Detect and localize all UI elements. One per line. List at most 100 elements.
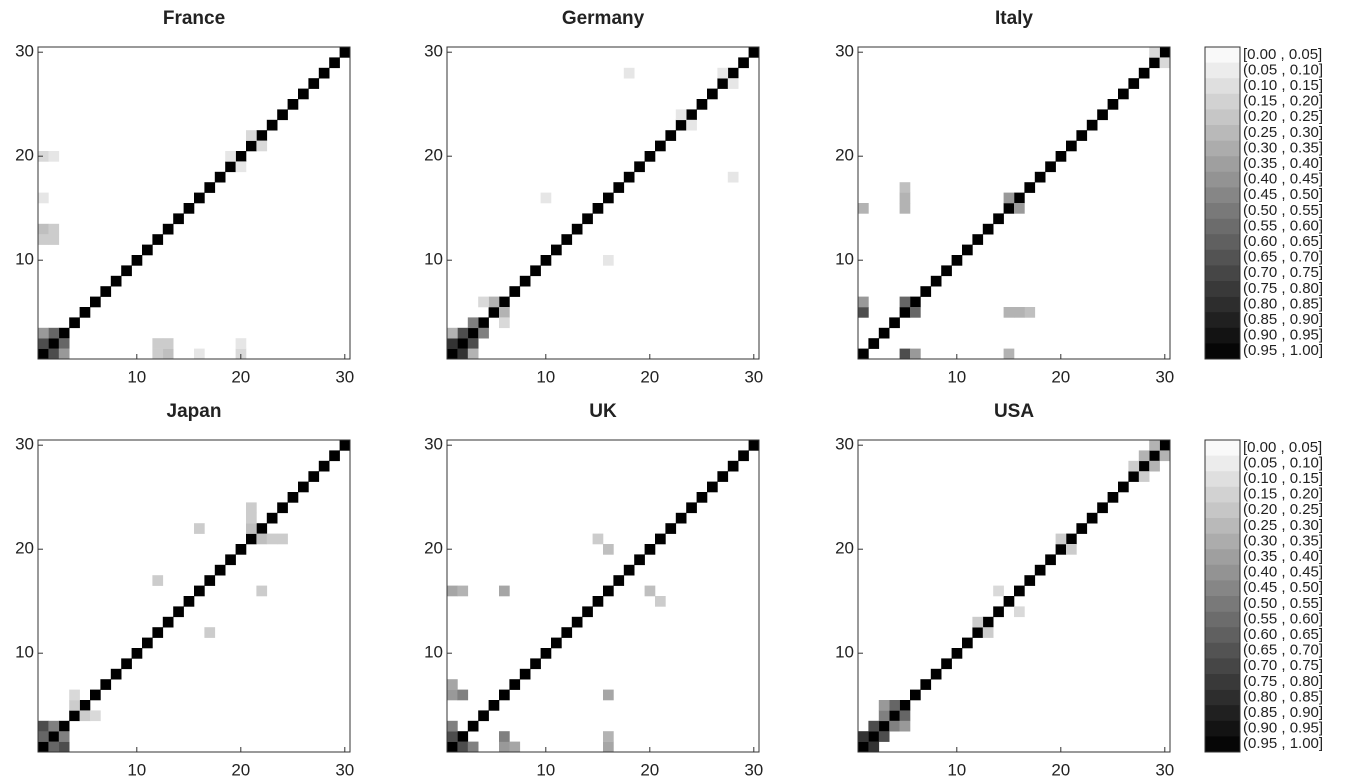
y-tick-label: 30	[424, 435, 443, 454]
cell	[717, 67, 729, 79]
cell	[79, 700, 91, 711]
colorbar-label: [0.00 , 0.05]	[1243, 439, 1322, 456]
cell	[1055, 544, 1067, 555]
colorbar-swatch	[1205, 455, 1240, 472]
colorbar-swatch	[1205, 62, 1240, 79]
cell	[194, 348, 205, 360]
cell	[889, 700, 900, 711]
y-tick-label: 10	[15, 643, 34, 662]
cell	[1149, 460, 1160, 472]
cell	[121, 658, 132, 670]
colorbar-label: (0.25 , 0.30]	[1243, 124, 1323, 141]
y-tick-label: 20	[835, 539, 854, 558]
x-tick-label: 10	[127, 760, 146, 779]
cell	[447, 327, 458, 339]
colorbar-swatch	[1205, 343, 1240, 360]
cell	[162, 348, 174, 360]
chart-title: Italy	[995, 8, 1033, 29]
cell	[727, 171, 739, 183]
x-tick-label: 30	[335, 760, 354, 779]
y-tick-label: 10	[835, 643, 854, 662]
cell	[686, 119, 697, 131]
colorbar-label: (0.15 , 0.20]	[1243, 93, 1323, 110]
cell	[48, 348, 60, 360]
cell	[488, 296, 500, 308]
cell	[858, 348, 869, 360]
cell	[910, 348, 921, 360]
cell	[982, 223, 994, 235]
cell	[69, 689, 80, 701]
cell	[1097, 109, 1108, 121]
cell	[634, 554, 645, 566]
cell	[467, 720, 479, 732]
colorbar-label: (0.70 , 0.75]	[1243, 657, 1323, 674]
cell	[1138, 471, 1150, 482]
colorbar-swatch	[1205, 249, 1240, 266]
chart-title: Japan	[167, 401, 222, 422]
cell	[972, 627, 984, 638]
cell	[1097, 502, 1108, 514]
cell	[131, 648, 143, 659]
cell	[1159, 440, 1171, 451]
colorbar-label: (0.65 , 0.70]	[1243, 249, 1323, 266]
cell	[1128, 78, 1140, 89]
cell	[499, 585, 510, 597]
cell	[298, 88, 309, 100]
cell	[79, 710, 91, 722]
cell	[58, 338, 70, 349]
cell	[235, 338, 247, 349]
cell	[256, 140, 268, 152]
heatmap: 10 20 30 10 20 30 France	[15, 8, 354, 386]
colorbar-label: (0.60 , 0.65]	[1243, 233, 1323, 250]
colorbar-label: (0.55 , 0.60]	[1243, 610, 1323, 627]
cell	[287, 99, 299, 110]
y-tick-label: 10	[424, 250, 443, 269]
colorbar-label: (0.30 , 0.35]	[1243, 532, 1323, 549]
cell	[1014, 606, 1025, 618]
cell	[920, 679, 932, 690]
x-tick-label: 20	[640, 760, 659, 779]
cell	[1149, 47, 1160, 58]
cell	[738, 450, 749, 462]
cell	[457, 338, 469, 349]
cell	[878, 731, 890, 742]
chart-title: Germany	[562, 8, 645, 29]
cell	[235, 544, 247, 555]
cell	[467, 338, 479, 349]
cell	[920, 286, 932, 297]
cell	[79, 307, 91, 318]
cell	[540, 648, 552, 659]
colorbar: [0.00 , 0.05](0.05 , 0.10](0.10 , 0.15](…	[1204, 46, 1323, 360]
cell	[592, 533, 604, 545]
cell	[603, 731, 614, 742]
x-tick-label: 30	[1155, 760, 1174, 779]
cell	[519, 275, 531, 287]
cell	[561, 627, 573, 638]
cell	[868, 741, 880, 753]
cell	[655, 140, 666, 152]
cell	[899, 296, 911, 308]
colorbar-swatch	[1205, 109, 1240, 126]
cell	[499, 741, 510, 753]
x-tick-label: 10	[947, 367, 966, 386]
colorbar-swatch	[1205, 642, 1240, 659]
cell	[509, 741, 521, 753]
cell	[727, 460, 739, 472]
cell	[467, 741, 479, 753]
colorbar-label: (0.80 , 0.85]	[1243, 295, 1323, 312]
colorbar-label: (0.05 , 0.10]	[1243, 61, 1323, 78]
cell	[58, 731, 70, 742]
cell	[540, 192, 552, 204]
colorbar-swatch	[1205, 627, 1240, 644]
cell	[748, 440, 760, 451]
cell	[561, 234, 573, 245]
cell	[90, 710, 101, 722]
colorbar-swatch	[1205, 518, 1240, 534]
cell	[930, 275, 942, 287]
colorbar-swatch	[1205, 218, 1240, 235]
cell	[467, 348, 479, 360]
cell	[889, 720, 900, 732]
cell	[951, 255, 963, 266]
cell	[447, 348, 458, 360]
y-tick-label: 30	[835, 42, 854, 61]
